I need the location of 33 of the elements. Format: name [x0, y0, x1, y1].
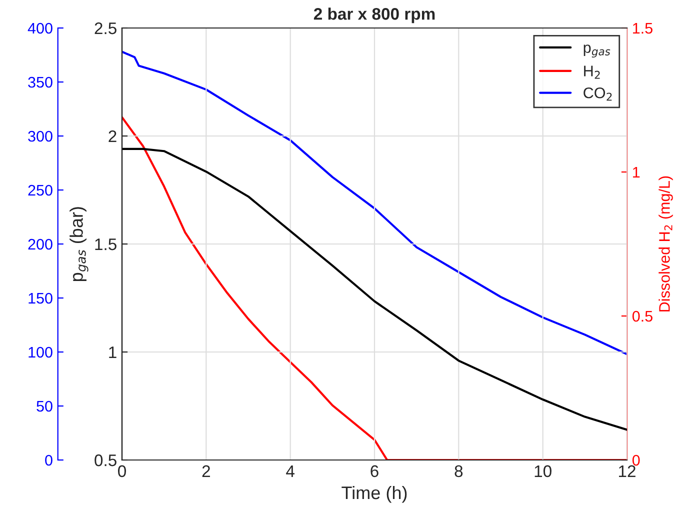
x-tick-label: 2: [202, 465, 210, 477]
y3-tick-label: 400: [28, 22, 52, 34]
y3-tick-label: 100: [28, 346, 52, 358]
x-tick-label: 0: [118, 465, 126, 478]
y3-tick-label: 200: [28, 238, 52, 250]
y3-tick-label: 300: [28, 130, 52, 142]
y2-axis-title: Dissolved H$_{2}$ (mg/L): [658, 176, 673, 312]
y3-tick-label: 150: [28, 292, 52, 304]
y-axis-title: p$_{gas}$ (bar): [70, 207, 88, 282]
y-tick-label: 2: [108, 130, 116, 142]
x-axis-title: Time (h): [342, 486, 407, 503]
line-series: [122, 148, 627, 431]
legend-label: p$_{gas}$: [584, 44, 610, 58]
y-tick-label: 0.5: [94, 454, 116, 466]
y2-tick-label: 1.5: [633, 23, 652, 34]
y-tick-label: 1.5: [95, 238, 116, 250]
x-tick-label: 10: [534, 465, 552, 478]
x-tick-label: 8: [454, 465, 463, 478]
y2-tick-label: 0.5: [632, 310, 652, 322]
x-tick-label: 6: [370, 465, 378, 478]
x-tick-label: 12: [619, 465, 636, 477]
y3-tick-label: 350: [28, 76, 52, 88]
legend-label: H$_{2}$: [584, 66, 600, 79]
y3-tick-label: 250: [28, 184, 52, 196]
y3-tick-label: 50: [36, 400, 52, 412]
y2-tick-label: 0: [632, 454, 640, 466]
y3-tick-label: 0: [45, 454, 52, 466]
y-tick-label: 2.5: [94, 22, 116, 34]
y2-tick-label: 1: [633, 167, 640, 178]
x-tick-label: 4: [286, 465, 294, 477]
legend-label: CO$_{2}$: [584, 87, 612, 101]
chart-title: 2 bar x 800 rpm: [314, 8, 435, 24]
y-tick-label: 1: [109, 346, 116, 358]
